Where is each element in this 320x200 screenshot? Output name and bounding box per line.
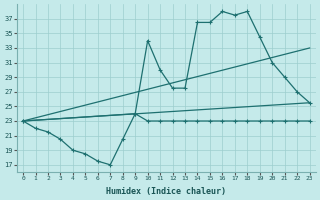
X-axis label: Humidex (Indice chaleur): Humidex (Indice chaleur) xyxy=(106,187,226,196)
